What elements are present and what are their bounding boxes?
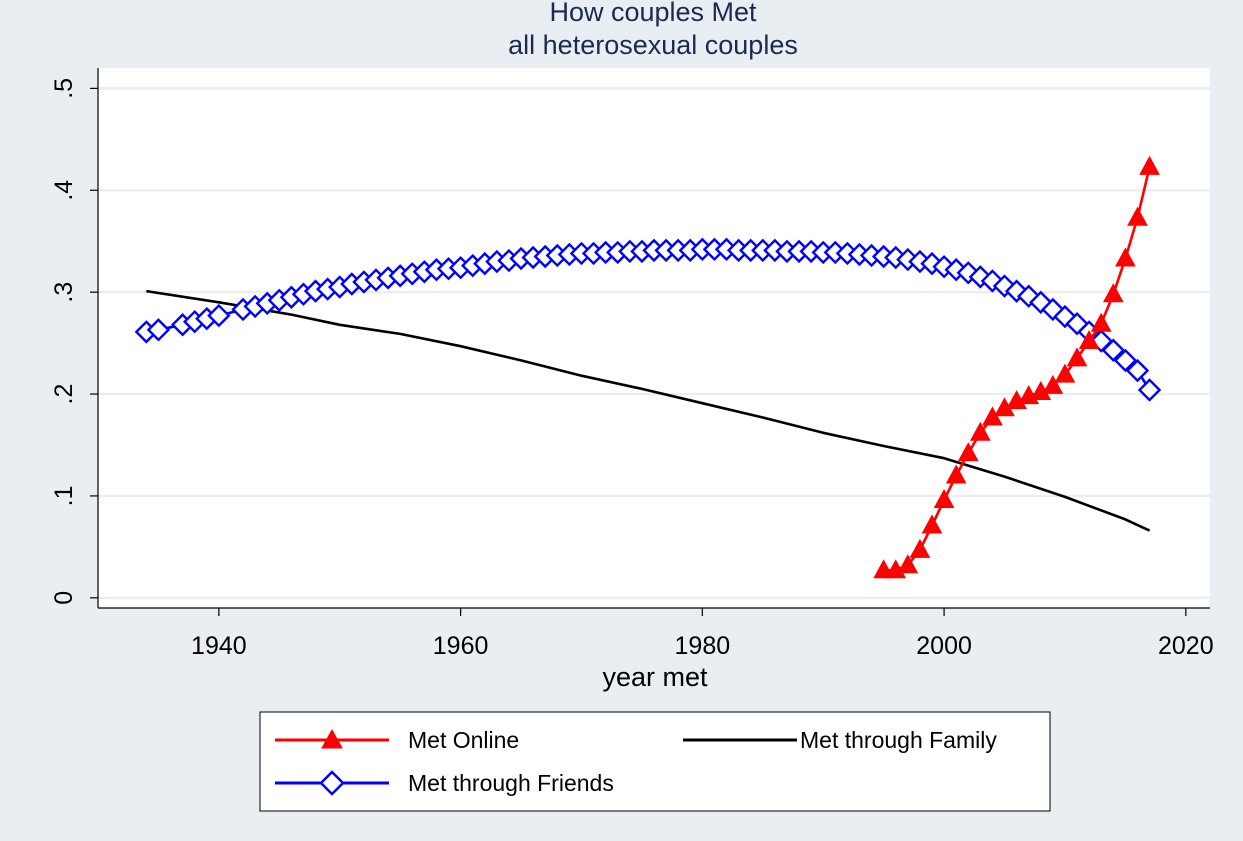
data-point-diamond — [1113, 348, 1138, 373]
data-point-triangle — [1066, 347, 1088, 367]
data-point-triangle — [921, 514, 943, 534]
data-point-diamond — [1041, 297, 1065, 322]
data-point-diamond — [920, 251, 944, 276]
legend-box — [259, 711, 1051, 812]
y-axis-ticks: 0 .1 .2 .3 .4 .5 — [50, 78, 98, 605]
data-point-diamond — [146, 318, 171, 342]
x-axis-label: year met — [602, 662, 708, 692]
x-tick-label: 1960 — [433, 632, 489, 660]
data-point-triangle — [957, 442, 979, 462]
data-point-diamond — [1004, 279, 1029, 303]
data-point-diamond — [1125, 358, 1150, 383]
series-line-met-through-family — [146, 289, 1151, 532]
series-met-through-family — [146, 289, 1151, 532]
y-tick-label: .3 — [50, 282, 78, 303]
data-point-diamond — [944, 258, 968, 282]
data-point-triangle — [1042, 374, 1064, 394]
data-point-triangle — [897, 554, 919, 574]
chart-subtitle: all heterosexual couples — [508, 30, 798, 60]
data-point-diamond — [968, 265, 993, 289]
data-point-diamond — [1053, 304, 1077, 329]
x-tick-label: 2020 — [1158, 632, 1214, 660]
data-point-triangle — [933, 488, 955, 508]
legend-label-met-through-friends: Met through Friends — [408, 770, 614, 796]
legend-marker-diamond — [319, 770, 345, 796]
x-tick-label: 2000 — [916, 632, 972, 660]
data-point-diamond — [1137, 378, 1162, 402]
series-met-online — [873, 155, 1160, 579]
data-point-triangle — [1139, 155, 1160, 175]
y-tick-label: .1 — [50, 485, 78, 506]
grid-lines — [98, 87, 1210, 600]
series-met-through-friends — [134, 237, 1162, 402]
data-point-triangle — [945, 464, 967, 484]
chart-title: How couples Met — [549, 0, 757, 27]
legend: Met Online Met through Family Met throug… — [259, 711, 1051, 812]
legend-marker-triangle — [321, 728, 343, 749]
data-point-diamond — [1017, 284, 1041, 308]
data-point-triangle — [1090, 312, 1112, 332]
data-point-triangle — [1054, 363, 1076, 383]
data-point-triangle — [1078, 330, 1100, 350]
x-axis-ticks: 1940 1960 1980 2000 2020 — [191, 608, 1214, 660]
x-tick-label: 1980 — [675, 632, 731, 660]
x-tick-label: 1940 — [191, 632, 247, 660]
data-point-triangle — [1115, 247, 1136, 267]
plot-area — [98, 68, 1210, 608]
y-tick-label: .4 — [50, 180, 78, 201]
data-point-diamond — [1101, 338, 1125, 362]
legend-label-met-online: Met Online — [408, 727, 519, 753]
y-tick-label: 0 — [50, 591, 78, 605]
data-point-diamond — [207, 303, 231, 328]
legend-label-met-through-family: Met through Family — [800, 727, 997, 753]
data-point-triangle — [970, 421, 991, 441]
data-point-triangle — [909, 538, 931, 558]
y-tick-label: .2 — [50, 384, 78, 405]
series-layer — [134, 155, 1162, 579]
y-tick-label: .5 — [50, 78, 78, 99]
data-point-triangle — [1127, 206, 1148, 226]
data-point-triangle — [1102, 283, 1124, 303]
